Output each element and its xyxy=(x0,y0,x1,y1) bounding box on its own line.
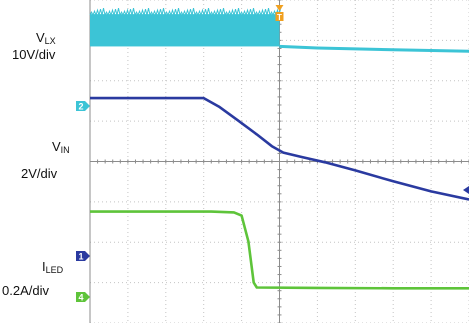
vin-ground-marker-label: 1 xyxy=(78,252,83,262)
vlx-trace xyxy=(279,44,469,53)
channel-markers: T 2 1 4 xyxy=(76,5,469,303)
iled-trace xyxy=(90,210,469,290)
vlx-switching-band xyxy=(90,14,280,47)
iled-label: ILED xyxy=(42,259,64,275)
iled-scale-label: 0.2A/div xyxy=(2,283,49,298)
vlx-label: VLX xyxy=(36,30,56,46)
vin-trace xyxy=(90,96,469,201)
vin-ground-marker xyxy=(76,251,90,261)
vlx-ground-marker xyxy=(76,101,90,111)
vin-scale-label: 2V/div xyxy=(21,166,58,181)
vlx-scale-label: 10V/div xyxy=(12,47,56,62)
vlx-band-edge xyxy=(89,8,281,18)
iled-ground-marker xyxy=(76,292,90,302)
trigger-marker-label: T xyxy=(277,13,282,22)
trigger-marker-arrow xyxy=(275,5,284,11)
trigger-marker xyxy=(275,12,284,21)
vin-level-marker xyxy=(463,186,469,194)
vin-label: VIN xyxy=(52,139,70,155)
waveform-traces xyxy=(89,8,469,290)
iled-ground-marker-label: 4 xyxy=(78,293,83,303)
vlx-ground-marker-label: 2 xyxy=(78,102,83,112)
graticule xyxy=(89,0,469,323)
